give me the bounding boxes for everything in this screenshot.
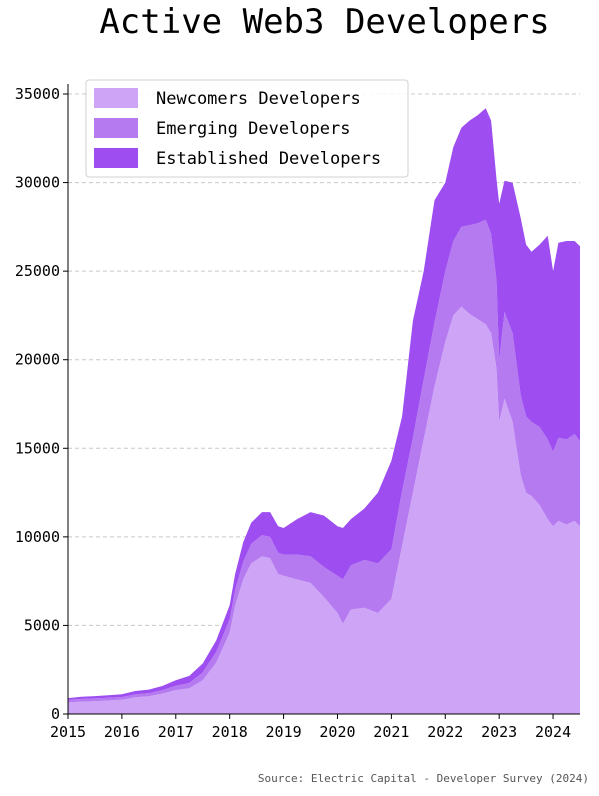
x-tick-label: 2017 <box>158 723 194 741</box>
x-tick-label: 2024 <box>535 723 571 741</box>
y-tick-label: 35000 <box>15 85 60 103</box>
legend: Newcomers Developers Emerging Developers E… <box>85 79 409 178</box>
legend-swatch <box>94 88 138 108</box>
legend-swatch <box>94 118 138 138</box>
y-tick-label: 5000 <box>24 616 60 634</box>
area-series-group <box>68 108 580 714</box>
x-tick-label: 2023 <box>481 723 517 741</box>
x-tick-label: 2022 <box>427 723 463 741</box>
legend-box <box>85 79 409 178</box>
legend-label: Emerging Developers <box>156 119 350 139</box>
legend-label: Established Developers <box>156 149 381 169</box>
y-tick-label: 0 <box>51 705 60 723</box>
y-tick-label: 10000 <box>15 528 60 546</box>
area-series-1 <box>68 306 580 714</box>
legend-label: Newcomers Developers <box>156 89 361 109</box>
y-tick-label: 20000 <box>15 351 60 369</box>
y-tick-label: 15000 <box>15 439 60 457</box>
chart-title: Active Web3 Developers <box>99 2 550 42</box>
x-tick-label: 2015 <box>50 723 86 741</box>
y-tick-label: 25000 <box>15 262 60 280</box>
legend-swatch <box>94 148 138 168</box>
x-tick-label: 2020 <box>319 723 355 741</box>
axes: 0 5000 10000 15000 20000 25000 30000 35000 2015 2… <box>15 84 580 741</box>
x-tick-label: 2021 <box>373 723 409 741</box>
x-tick-label: 2018 <box>212 723 248 741</box>
source-note: Source: Electric Capital - Developer Sur… <box>257 772 589 785</box>
x-tick-label: 2019 <box>266 723 302 741</box>
x-tick-label: 2016 <box>104 723 140 741</box>
y-tick-label: 30000 <box>15 174 60 192</box>
